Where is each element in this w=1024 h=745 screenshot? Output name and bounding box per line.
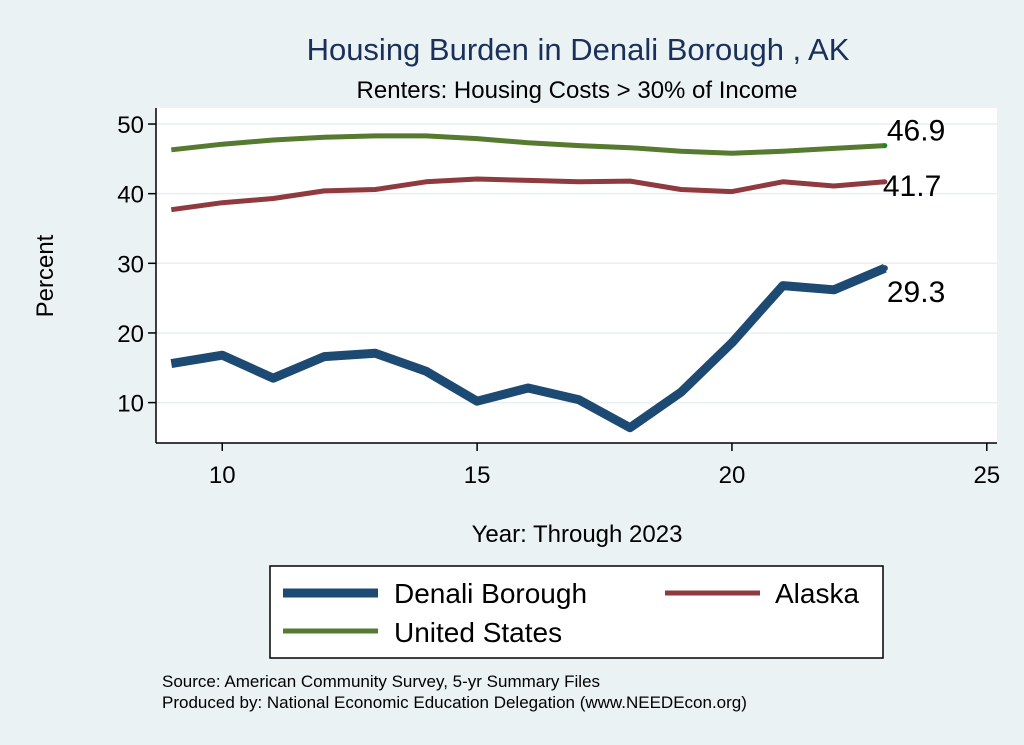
- end-point-denali: [881, 265, 888, 272]
- legend: Denali Borough Alaska United States: [269, 565, 884, 659]
- y-tick-label: 20: [117, 321, 144, 348]
- x-tick-label: 10: [209, 462, 236, 489]
- legend-label-alaska: Alaska: [775, 578, 859, 609]
- series-layer: [170, 133, 888, 433]
- series-line-us: [171, 133, 886, 156]
- y-tick-label: 10: [117, 391, 144, 418]
- y-tick-label: 40: [117, 182, 144, 209]
- series-line-alaska: [170, 176, 886, 213]
- legend-label-us: United States: [394, 617, 562, 648]
- end-point-us: [882, 143, 888, 149]
- source-note: Source: American Community Survey, 5-yr …: [162, 672, 600, 691]
- legend-box: [269, 565, 884, 659]
- x-ticks: 10 15 20 25: [209, 443, 1000, 489]
- x-axis-title: Year: Through 2023: [472, 521, 683, 548]
- y-ticks: 10 20 30 40 50: [117, 112, 156, 418]
- x-tick-label: 25: [973, 462, 1000, 489]
- end-label-denali: 29.3: [887, 276, 945, 309]
- chart-subtitle: Renters: Housing Costs > 30% of Income: [357, 77, 798, 104]
- end-labels: 29.3 41.7 46.9: [883, 115, 945, 310]
- produced-note: Produced by: National Economic Education…: [162, 693, 747, 712]
- y-tick-label: 50: [117, 112, 144, 139]
- series-line-denali: [170, 264, 887, 433]
- y-tick-label: 30: [117, 251, 144, 278]
- end-label-alaska: 41.7: [883, 170, 941, 203]
- x-tick-label: 20: [719, 462, 746, 489]
- chart-title: Housing Burden in Denali Borough , AK: [307, 32, 850, 67]
- end-point-alaska: [882, 179, 888, 185]
- x-tick-label: 15: [464, 462, 491, 489]
- y-axis-title: Percent: [32, 234, 59, 317]
- end-label-us: 46.9: [887, 115, 945, 148]
- legend-label-denali: Denali Borough: [394, 578, 587, 609]
